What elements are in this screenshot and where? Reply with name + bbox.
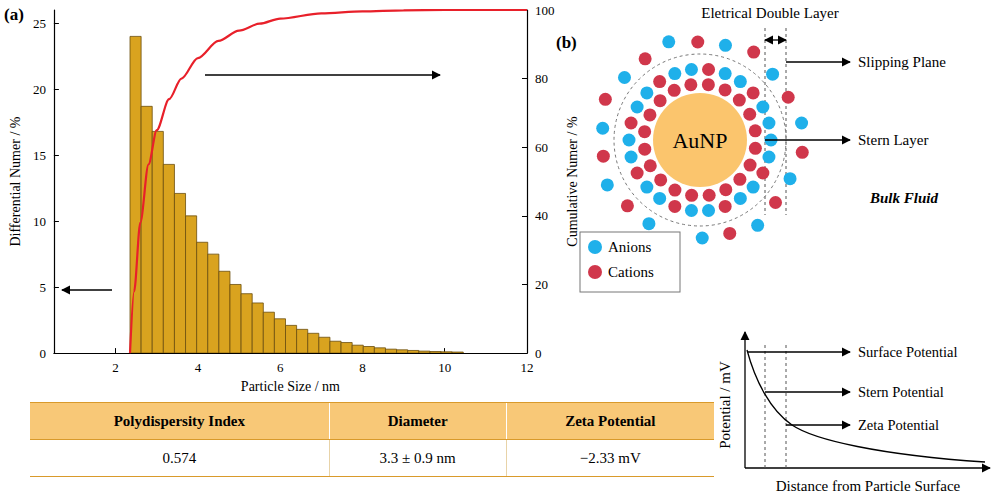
html-text:−2.33 mV: −2.33 mV bbox=[579, 449, 641, 466]
html-text:0.574: 0.574 bbox=[162, 449, 197, 466]
svg-text:Particle Size / nm: Particle Size / nm bbox=[241, 379, 340, 394]
svg-text:Surface Potential: Surface Potential bbox=[858, 344, 957, 360]
svg-text:Distance from Particle Surface: Distance from Particle Surface bbox=[776, 478, 961, 494]
svg-text:80: 80 bbox=[535, 71, 548, 86]
svg-text:Stern Layer: Stern Layer bbox=[858, 132, 928, 148]
svg-text:5: 5 bbox=[39, 280, 46, 295]
svg-text:10: 10 bbox=[33, 214, 46, 229]
svg-text:Slipping Plane: Slipping Plane bbox=[858, 54, 946, 70]
svg-text:40: 40 bbox=[535, 208, 548, 223]
svg-text:60: 60 bbox=[535, 140, 548, 155]
svg-text:(a): (a) bbox=[4, 5, 24, 24]
svg-text:Eletrical Double Layer: Eletrical Double Layer bbox=[701, 5, 838, 21]
svg-text:Stern Potential: Stern Potential bbox=[858, 384, 944, 400]
svg-text:15: 15 bbox=[33, 148, 46, 163]
svg-text:12: 12 bbox=[521, 360, 534, 375]
svg-text:Cations: Cations bbox=[608, 264, 654, 280]
svg-text:Zeta Potential: Zeta Potential bbox=[858, 417, 939, 433]
html-text:Diameter: Diameter bbox=[387, 412, 448, 429]
html-text:Polydispersity Index: Polydispersity Index bbox=[113, 412, 245, 429]
svg-text:20: 20 bbox=[33, 82, 46, 97]
svg-text:0: 0 bbox=[535, 346, 542, 361]
svg-text:Anions: Anions bbox=[608, 239, 652, 255]
svg-text:AuNP: AuNP bbox=[672, 128, 727, 153]
svg-text:Differential Numer / %: Differential Numer / % bbox=[8, 116, 23, 246]
html-text:3.3 ± 0.9 nm: 3.3 ± 0.9 nm bbox=[379, 449, 456, 466]
svg-text:Potential / mV: Potential / mV bbox=[717, 361, 733, 449]
svg-text:0: 0 bbox=[39, 346, 46, 361]
svg-text:2: 2 bbox=[112, 360, 119, 375]
svg-text:20: 20 bbox=[535, 277, 548, 292]
svg-text:25: 25 bbox=[33, 16, 46, 31]
svg-text:Cumulative Numer / %: Cumulative Numer / % bbox=[565, 116, 580, 247]
svg-text:4: 4 bbox=[195, 360, 202, 375]
html-text:Zeta Potential: Zeta Potential bbox=[565, 412, 656, 429]
svg-text:(b): (b) bbox=[556, 33, 577, 52]
svg-text:10: 10 bbox=[438, 360, 451, 375]
svg-text:8: 8 bbox=[359, 360, 366, 375]
svg-text:Bulk Fluid: Bulk Fluid bbox=[869, 190, 938, 206]
svg-text:6: 6 bbox=[277, 360, 284, 375]
svg-text:100: 100 bbox=[535, 3, 555, 18]
